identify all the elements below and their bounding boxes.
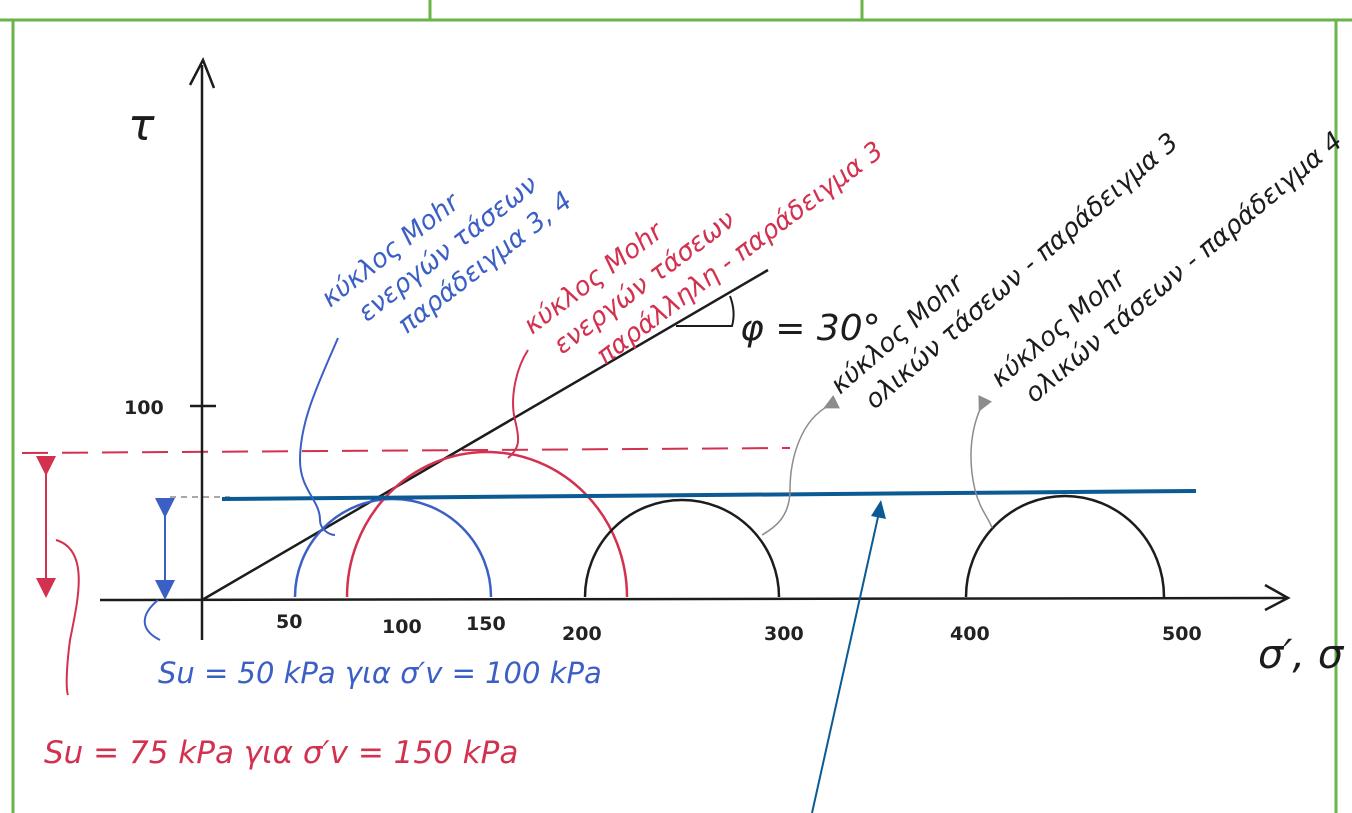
su-red-note: Su = 75 kPa για σ′v = 150 kPa (44, 735, 518, 771)
x-tick-label: 200 (562, 623, 602, 645)
y-axis-arrowhead (188, 56, 216, 89)
su-blue-note: Su = 50 kPa για σ′v = 100 kPa (158, 656, 602, 690)
y-axis-label: τ (128, 100, 155, 151)
effective-stress-circle-blue (293, 497, 493, 598)
x-tick-label: 500 (1162, 623, 1202, 645)
red-label-leader (507, 349, 529, 459)
x-tick-label: 100 (382, 616, 422, 638)
total-3-leader (761, 394, 841, 536)
label-line: ολικών τάσεων - παράδειγμα 4 (1019, 126, 1348, 409)
y-tick-label: 100 (124, 397, 164, 419)
dark-blue-horizontal-line (221, 489, 1197, 501)
x-tick-label: 50 (276, 611, 302, 633)
su-blue-leader (143, 599, 161, 641)
blue-label-leader (298, 337, 339, 536)
x-axis-arrowhead (1264, 583, 1291, 612)
total-stress-circle-example-4 (964, 494, 1166, 598)
effective-stress-circle-red (345, 450, 629, 598)
dark-blue-pointer-line (811, 507, 881, 813)
su-red-leader (55, 539, 80, 696)
red-dashed-line (21, 447, 791, 454)
x-axis (99, 596, 1286, 602)
total-stress-circle-example-3 (583, 498, 781, 598)
friction-angle-arc (676, 295, 735, 327)
friction-angle-label: φ = 30° (740, 308, 881, 349)
failure-envelope (201, 268, 769, 602)
x-axis-label: σ′, σ (1258, 632, 1345, 678)
x-tick-label: 150 (466, 613, 506, 635)
x-tick-label: 300 (764, 623, 804, 645)
x-tick-label: 400 (950, 623, 990, 645)
total-4-leader (970, 394, 993, 529)
dark-blue-pointer-arrowhead (871, 500, 886, 519)
